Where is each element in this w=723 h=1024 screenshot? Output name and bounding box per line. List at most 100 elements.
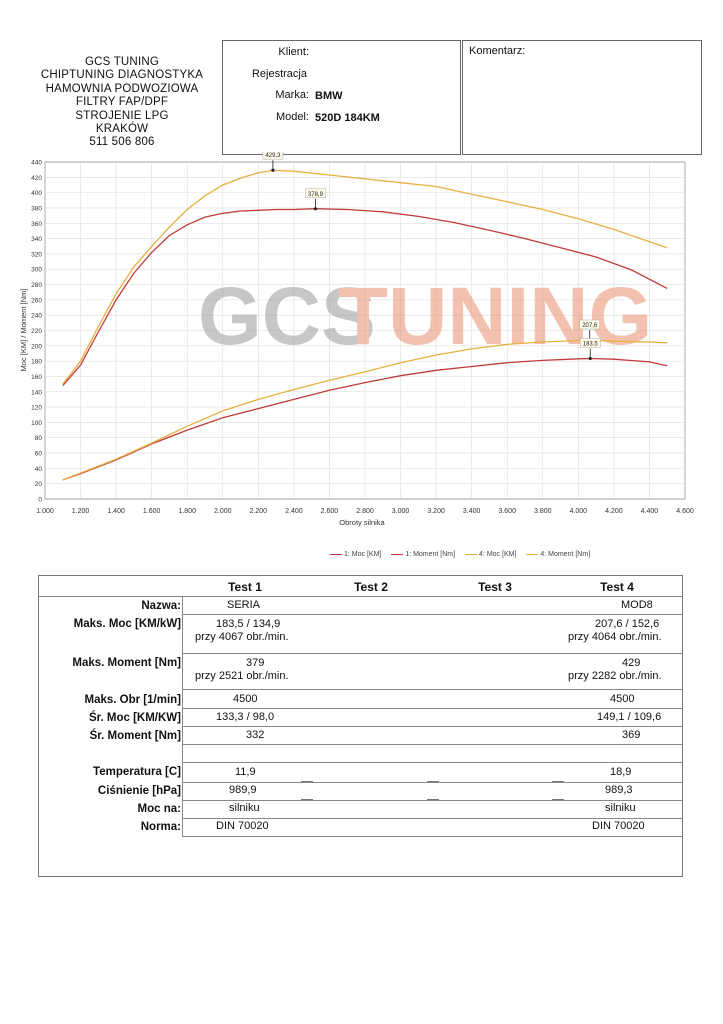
company-line: FILTRY FAP/DPF [75, 96, 169, 109]
x-tick-label: 4.400 [641, 508, 659, 515]
x-tick-label: 3.800 [534, 508, 552, 515]
legend-item: 1: Moment [Nm] [391, 551, 455, 558]
empty-dash [301, 799, 313, 800]
annotation-box [579, 319, 600, 330]
cell-t1-maks-moc-rpm: przy 4067 obr./min. [195, 631, 289, 643]
empty-dash [552, 799, 564, 800]
annotation-box [305, 188, 326, 199]
row-label-sr-moment: Śr. Moment [Nm] [89, 730, 181, 742]
row-label-norma: Norma: [140, 821, 181, 833]
annotation-marker [313, 207, 317, 211]
divider [182, 689, 682, 690]
cell-t4-moc-na: silniku [605, 802, 636, 814]
watermark-part2: TUNING [338, 271, 652, 362]
empty-dash [427, 799, 439, 800]
klient-label: Klient: [278, 46, 309, 58]
x-tick-label: 3.600 [498, 508, 516, 515]
model-value: 520D 184KM [315, 112, 380, 124]
row-label-cisnienie: Ciśnienie [hPa] [97, 785, 181, 797]
y-tick-label: 60 [35, 451, 43, 458]
divider [182, 782, 682, 783]
empty-dash [552, 781, 564, 782]
row-label-nazwa: Nazwa: [141, 600, 181, 612]
legend-item: 1: Moc [KM] [330, 551, 381, 558]
empty-dash [301, 781, 313, 782]
model-label: Model: [275, 111, 309, 123]
divider [182, 818, 682, 819]
cell-t1-norma: DIN 70020 [216, 820, 269, 832]
header-test2: Test 2 [354, 580, 388, 594]
cell-t4-sr-moc: 149,1 / 109,6 [597, 711, 662, 723]
y-tick-label: 0 [38, 497, 42, 504]
y-tick-label: 260 [31, 297, 42, 304]
cell-t1-maks-moment-rpm: przy 2521 obr./min. [195, 670, 289, 682]
divider [182, 762, 682, 763]
x-tick-label: 1.400 [107, 508, 125, 515]
cell-t4-nazwa: MOD8 [621, 599, 653, 611]
company-line: KRAKÓW [95, 123, 149, 136]
y-axis-label: Moc [KM] / Moment [Nm] [19, 289, 28, 372]
y-tick-label: 180 [31, 359, 42, 366]
y-tick-label: 240 [31, 313, 42, 320]
x-tick-label: 2.000 [214, 508, 232, 515]
cell-t1-nazwa: SERIA [227, 599, 261, 611]
y-tick-label: 320 [31, 251, 42, 258]
divider [182, 744, 682, 745]
divider [182, 836, 682, 837]
y-tick-label: 340 [31, 236, 42, 243]
x-tick-label: 3.000 [392, 508, 410, 515]
y-tick-label: 220 [31, 328, 42, 335]
cell-t4-norma: DIN 70020 [592, 820, 645, 832]
y-tick-label: 20 [35, 481, 43, 488]
header-test3: Test 3 [478, 580, 512, 594]
y-tick-label: 40 [35, 466, 43, 473]
x-tick-label: 4.200 [605, 508, 623, 515]
cell-t1-moc-na: silniku [229, 802, 260, 814]
annotation-box [262, 152, 284, 160]
marka-value: BMW [315, 90, 343, 102]
divider [182, 726, 682, 727]
row-label-temperatura: Temperatura [C] [93, 766, 181, 778]
cell-t1-cisnienie: 989,9 [229, 784, 257, 796]
cell-t1-sr-moment: 332 [246, 729, 265, 741]
y-tick-label: 80 [35, 435, 43, 442]
empty-dash [427, 781, 439, 782]
cell-t4-maks-obr: 4500 [610, 693, 635, 705]
divider [182, 614, 682, 615]
y-tick-label: 400 [31, 190, 42, 197]
y-tick-label: 140 [31, 389, 42, 396]
y-tick-label: 100 [31, 420, 42, 427]
y-tick-label: 120 [31, 405, 42, 412]
y-ticks: 0 20 40 60 80 100 120 140 160 180 200 220 240 260 280 3… [31, 160, 42, 504]
annotations: 429,3 378,9 207,6 183,5 [262, 152, 601, 361]
row-label-sr-moc: Śr. Moc [KM/KW] [89, 712, 181, 724]
x-tick-label: 4.600 [676, 508, 694, 515]
y-tick-label: 280 [31, 282, 42, 289]
company-line: STROJENIE LPG [75, 109, 169, 122]
header-test4: Test 4 [600, 580, 634, 594]
comment-box: Komentarz: [462, 40, 702, 155]
cell-t4-maks-moment: 429 [622, 657, 641, 669]
company-line: HAMOWNIA PODWOZIOWA [45, 82, 199, 95]
x-tick-label: 1.800 [178, 508, 196, 515]
y-tick-label: 420 [31, 175, 42, 182]
watermark-part1: GCS [198, 271, 376, 362]
legend-item: 4: Moc [KM] [465, 551, 516, 558]
annotation-box [579, 338, 601, 348]
header-test1: Test 1 [228, 580, 262, 594]
y-tick-label: 360 [31, 221, 42, 228]
x-tick-label: 3.400 [463, 508, 481, 515]
annotation-label: 429,3 [265, 153, 281, 159]
chart-grid [44, 161, 686, 500]
y-tick-label: 440 [31, 160, 42, 167]
row-label-moc-na: Moc na: [137, 803, 181, 815]
cell-t4-sr-moment: 369 [622, 729, 641, 741]
annotation-label: 378,9 [308, 192, 324, 198]
x-tick-label: 2.400 [285, 508, 303, 515]
cell-t1-maks-moc: 183,5 / 134,9 [216, 618, 281, 630]
chart-legend: 1: Moc [KM] 1: Moment [Nm] 4: Moc [KM] 4… [330, 551, 598, 558]
cell-t1-maks-moment: 379 [246, 657, 265, 669]
x-tick-label: 2.800 [356, 508, 374, 515]
x-ticks: 1.000 1.200 1.400 1.600 1.800 2.000 2.200 2.400… [36, 508, 694, 515]
cell-t4-maks-moment-rpm: przy 2282 obr./min. [568, 670, 662, 682]
